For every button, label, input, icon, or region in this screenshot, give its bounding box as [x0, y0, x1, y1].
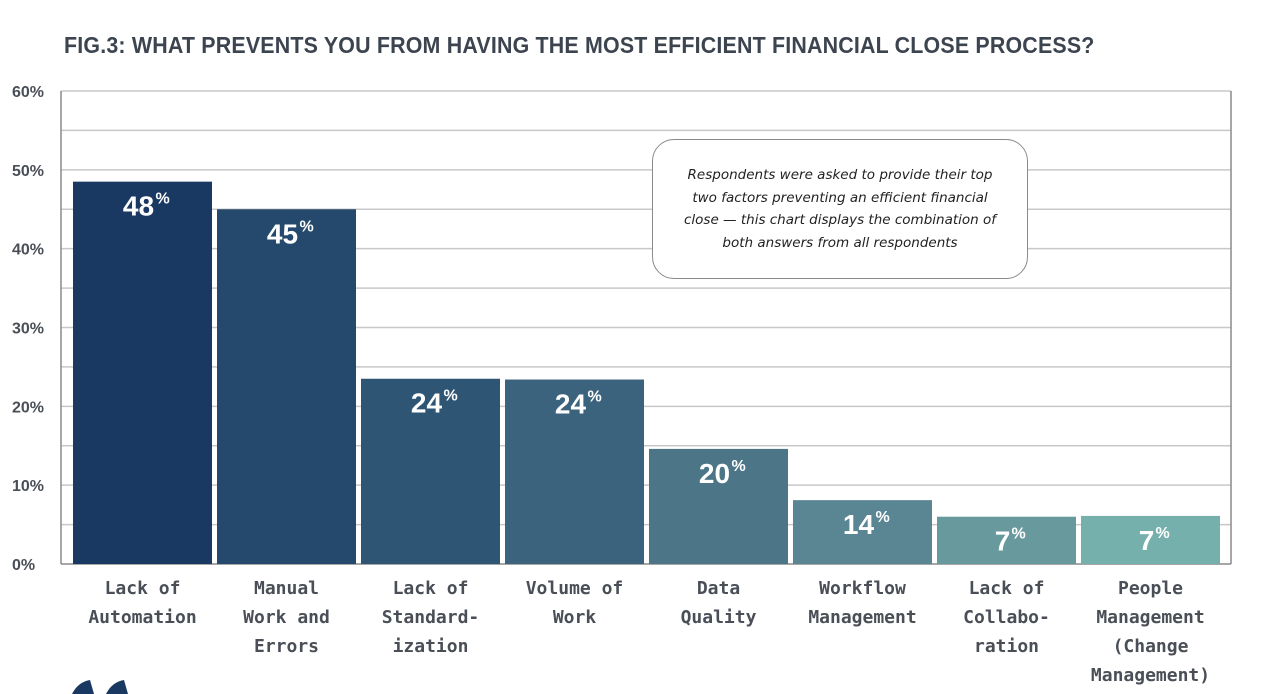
- bar: [73, 181, 212, 565]
- bar-value-suffix: %: [1012, 526, 1026, 543]
- chart-title: FIG.3: WHAT PREVENTS YOU FROM HAVING THE…: [64, 32, 1095, 58]
- quote-mark-icon: [72, 680, 128, 694]
- category-label: Lack of: [969, 578, 1045, 599]
- annotation-box: Respondents were asked to provide their …: [652, 139, 1028, 279]
- bar-value-suffix: %: [876, 509, 890, 526]
- y-tick-label: 30%: [12, 321, 44, 338]
- bar: [505, 379, 644, 564]
- y-tick-label: 40%: [12, 242, 44, 259]
- category-label: Management: [808, 607, 916, 628]
- bar: [1081, 515, 1220, 564]
- category-label: Lack of: [105, 578, 181, 599]
- bars: [73, 181, 1220, 565]
- bar-value-suffix: %: [156, 191, 170, 208]
- category-label: Work: [553, 607, 597, 628]
- bar-value-suffix: %: [300, 218, 314, 235]
- bar-value-label: 24: [555, 389, 587, 420]
- category-labels: Lack of Automation Manual Work and Errors Lac…: [88, 578, 1210, 686]
- y-tick-label: 20%: [12, 399, 44, 416]
- category-label: Standard-: [382, 607, 480, 628]
- category-label: (Change: [1113, 636, 1189, 657]
- category-label: ration: [974, 636, 1039, 657]
- bar-value-label: 7: [995, 526, 1011, 557]
- category-label: ization: [393, 636, 469, 657]
- annotation-text: Respondents were asked to provide their …: [683, 167, 997, 251]
- bar-value-label: 24: [411, 388, 443, 419]
- y-tick-label: 50%: [12, 163, 44, 180]
- bar-value-suffix: %: [1156, 525, 1170, 542]
- category-label: Lack of: [393, 578, 469, 599]
- category-label: Quality: [681, 607, 757, 628]
- bar-value-label: 7: [1139, 525, 1155, 556]
- category-label: Automation: [88, 607, 196, 628]
- bar-value-label: 48: [123, 191, 154, 222]
- category-label: Manual: [254, 578, 319, 599]
- bar: [793, 500, 932, 564]
- category-label: Management: [1096, 607, 1204, 628]
- data-labels: 48 %45 %24% 24 %20 %14 %7% 7%: [123, 191, 1170, 557]
- category-label: Data: [697, 578, 740, 599]
- category-label: Errors: [254, 636, 319, 657]
- bar-value-label: 14: [843, 509, 875, 540]
- bar-value-suffix: %: [444, 388, 458, 405]
- bar: [649, 448, 788, 564]
- bar-value-label: 20: [699, 458, 730, 489]
- category-label: Management): [1091, 665, 1210, 686]
- bar-value-suffix: %: [732, 458, 746, 475]
- y-axis-ticks: 0% 10% 20% 30% 40% 50% 60%: [12, 84, 44, 574]
- category-label: Collabo-: [963, 607, 1050, 628]
- y-tick-label: 10%: [12, 478, 44, 495]
- category-label: Volume of: [526, 578, 624, 599]
- category-label: Workflow: [819, 578, 906, 599]
- bar: [937, 516, 1076, 564]
- category-label: People: [1118, 578, 1183, 599]
- bar-value-suffix: %: [588, 389, 602, 406]
- bar: [217, 209, 356, 564]
- y-tick-label: 60%: [12, 84, 44, 101]
- bar-value-label: 45: [267, 218, 298, 249]
- bar: [361, 378, 500, 564]
- category-label: Work and: [243, 607, 330, 628]
- y-tick-label: 0%: [12, 557, 35, 574]
